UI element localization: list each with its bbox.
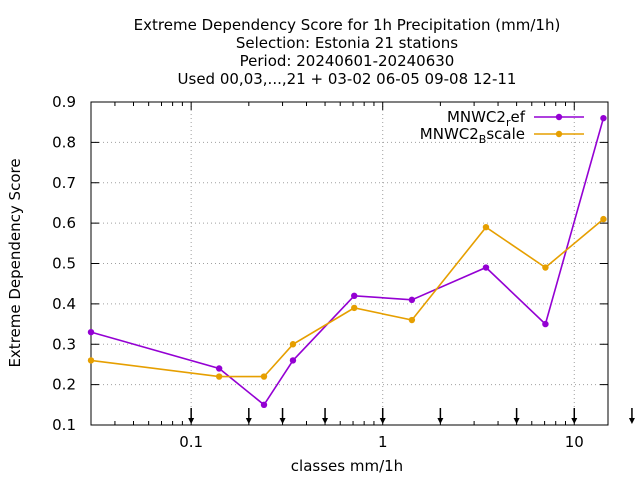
data-point	[215, 373, 223, 380]
legend-marker-2	[555, 130, 563, 138]
data-point	[215, 365, 223, 372]
x-axis-label: classes mm/1h	[291, 457, 403, 475]
threshold-arrow-head	[379, 418, 386, 424]
series-line-2	[90, 218, 604, 378]
threshold-arrow-head	[322, 418, 329, 424]
axes: 0.1 0.2 0.3 0.4 0.5 0.6 0.7 0.8 0.9 0.1 1 10 classes…	[6, 93, 608, 475]
data-point	[408, 296, 416, 304]
y-tick-label: 0.7	[52, 174, 76, 192]
x-tick-label: 0.1	[179, 433, 203, 451]
data-point	[408, 316, 416, 324]
data-point	[600, 215, 607, 223]
title-line-3: Period: 20240601-20240630	[240, 52, 455, 70]
data-point	[482, 223, 490, 231]
legend-marker-1	[555, 113, 563, 121]
data-point	[260, 401, 268, 409]
y-tick-label: 0.4	[52, 295, 76, 313]
legend-label-2: MNWC2Bscale	[420, 125, 525, 146]
data-point	[87, 357, 95, 364]
data-point	[482, 264, 490, 271]
data-point	[542, 264, 549, 271]
data-point	[600, 114, 607, 122]
threshold-arrow-head	[628, 418, 635, 424]
threshold-arrow-head	[279, 418, 286, 424]
y-axis-label: Extreme Dependency Score	[6, 158, 24, 367]
y-tick-label: 0.2	[52, 376, 76, 394]
threshold-arrow-head	[513, 418, 520, 424]
threshold-arrow-head	[437, 418, 444, 424]
series-line-1	[90, 117, 605, 406]
y-tick-label: 0.6	[52, 214, 76, 232]
y-tick-label: 0.1	[52, 416, 76, 434]
data-point	[87, 328, 95, 336]
data-point	[289, 341, 297, 348]
threshold-arrow-head	[188, 418, 195, 424]
x-tick-label: 10	[565, 433, 584, 451]
grid-layer	[91, 102, 608, 425]
data-point	[542, 320, 549, 328]
legend-label-1: MNWC2ref	[447, 108, 526, 129]
threshold-arrow-head	[571, 418, 578, 424]
series-layer	[87, 114, 607, 409]
threshold-arrow-head	[245, 418, 252, 424]
data-point	[260, 373, 268, 380]
plot-frame	[90, 101, 609, 426]
data-point	[351, 292, 358, 299]
x-tick-label: 1	[378, 433, 388, 451]
data-point	[351, 304, 358, 312]
threshold-markers	[188, 408, 635, 424]
y-tick-label: 0.9	[52, 93, 76, 111]
title-line-4: Used 00,03,...,21 + 03-02 06-05 09-08 12…	[178, 70, 517, 88]
title-line-2: Selection: Estonia 21 stations	[236, 34, 458, 52]
y-tick-label: 0.5	[52, 255, 76, 273]
chart-title: Extreme Dependency Score for 1h Precipit…	[134, 16, 561, 88]
title-line-1: Extreme Dependency Score for 1h Precipit…	[134, 16, 561, 34]
data-point	[289, 357, 297, 364]
y-tick-label: 0.8	[52, 133, 76, 151]
y-tick-label: 0.3	[52, 335, 76, 353]
